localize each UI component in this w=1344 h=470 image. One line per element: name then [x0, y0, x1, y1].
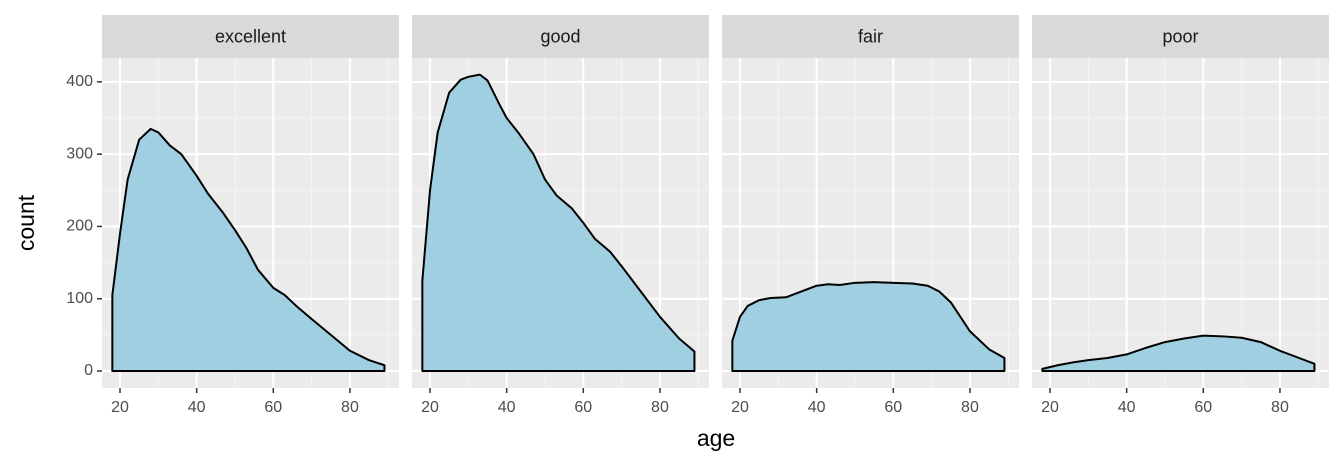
x-axis-title: age: [697, 425, 735, 451]
y-tick-label: 0: [84, 362, 93, 379]
strip-label: good: [540, 26, 580, 46]
strip-label: poor: [1162, 26, 1198, 46]
area: [731, 281, 1006, 373]
x-tick-label: 60: [1194, 399, 1212, 416]
strip-background: [412, 15, 709, 58]
y-axis-title: count: [13, 194, 39, 251]
area: [1041, 334, 1316, 373]
y-tick-label: 100: [66, 290, 93, 307]
x-tick-label: 40: [1118, 399, 1136, 416]
strip-background: [722, 15, 1019, 58]
x-tick-label: 60: [264, 399, 282, 416]
strip-background: [102, 15, 399, 58]
strip-label: excellent: [215, 26, 286, 46]
x-tick-label: 80: [961, 399, 979, 416]
y-tick-label: 200: [66, 218, 93, 235]
x-tick-label: 40: [498, 399, 516, 416]
x-tick-label: 60: [884, 399, 902, 416]
strip-label: fair: [858, 26, 883, 46]
area: [421, 73, 696, 373]
x-tick-label: 80: [651, 399, 669, 416]
x-tick-label: 60: [574, 399, 592, 416]
strip-background: [1032, 15, 1329, 58]
x-tick-label: 20: [421, 399, 439, 416]
y-tick-label: 300: [66, 145, 93, 162]
x-tick-label: 80: [1271, 399, 1289, 416]
x-tick-label: 20: [1041, 399, 1059, 416]
x-tick-label: 20: [731, 399, 749, 416]
x-tick-label: 40: [188, 399, 206, 416]
x-tick-label: 80: [341, 399, 359, 416]
x-tick-label: 20: [111, 399, 129, 416]
area: [111, 127, 386, 373]
x-tick-label: 40: [808, 399, 826, 416]
y-tick-label: 400: [66, 73, 93, 90]
